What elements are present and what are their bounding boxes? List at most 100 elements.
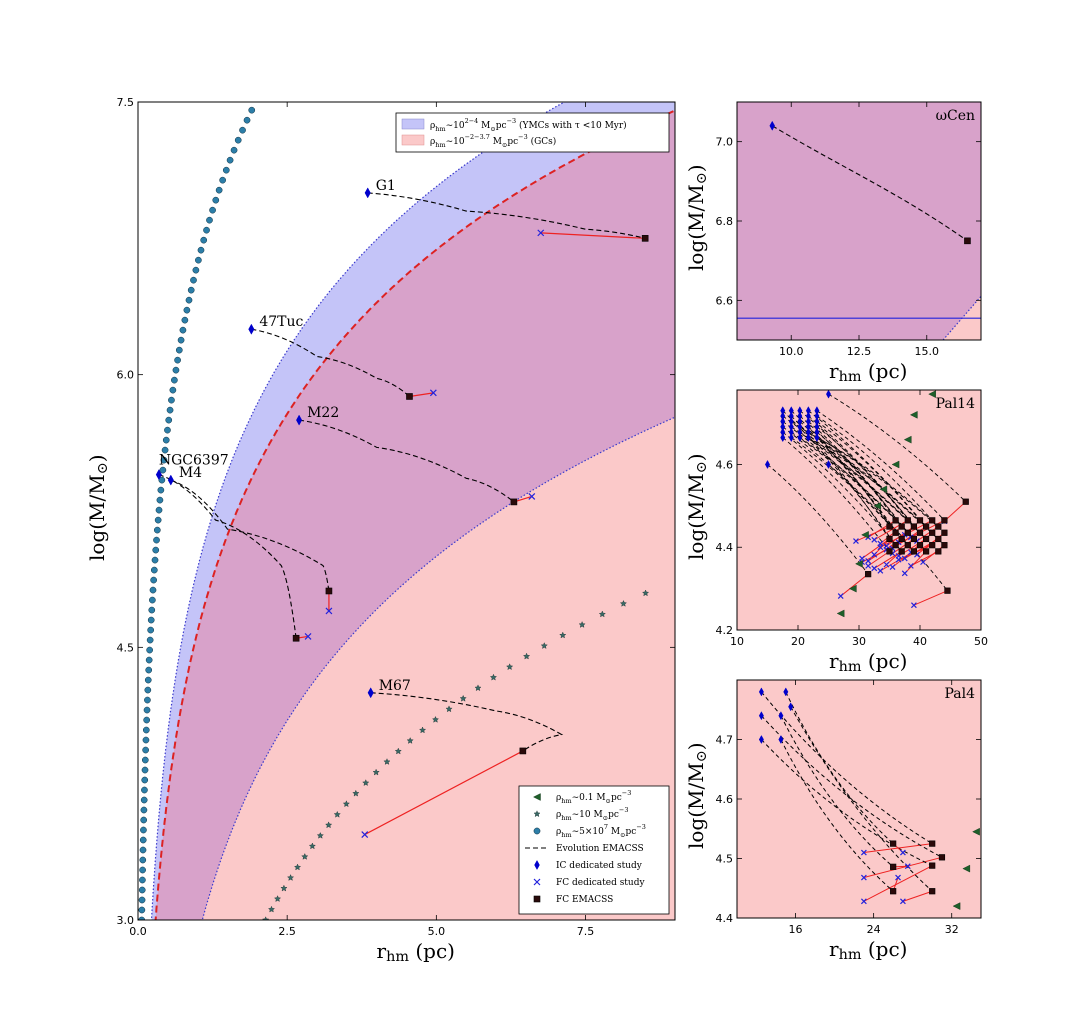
fc-link bbox=[916, 526, 939, 542]
emacss-track bbox=[816, 421, 921, 521]
emacss-marker bbox=[519, 747, 527, 755]
emacss-marker bbox=[898, 535, 905, 543]
ic-marker bbox=[778, 734, 784, 745]
fc-marker bbox=[871, 536, 878, 543]
mid-density-marker bbox=[286, 874, 295, 881]
fc-link bbox=[922, 544, 945, 563]
y-tick-label: 3.0 bbox=[117, 914, 135, 927]
mid-density-marker bbox=[325, 821, 333, 829]
high-density-marker bbox=[159, 466, 167, 474]
low-density-marker bbox=[891, 460, 900, 469]
high-density-marker bbox=[150, 576, 157, 584]
low-density-marker bbox=[972, 827, 980, 836]
mid-density-marker bbox=[641, 589, 650, 597]
mid-density-marker bbox=[362, 779, 370, 786]
y-tick-label: 7.5 bbox=[117, 96, 135, 109]
pal4-plot-area bbox=[737, 680, 981, 918]
emacss-marker bbox=[929, 888, 936, 895]
cluster-g1 bbox=[364, 187, 649, 242]
main-plot-area bbox=[138, 102, 675, 920]
mid-density-marker bbox=[598, 610, 606, 618]
high-density-marker bbox=[160, 456, 168, 464]
emacss-track bbox=[808, 431, 945, 534]
x-tick-label: 7.5 bbox=[577, 925, 595, 938]
y-axis-label: log(M/M⊙) bbox=[684, 742, 710, 849]
ic-marker bbox=[780, 411, 786, 421]
emacss-marker bbox=[916, 542, 924, 549]
legend-label-ymc: ρhm∼102−4 M⊙pc−3 (YMCs with τ <10 Myr) bbox=[430, 117, 627, 133]
high-density-marker bbox=[143, 716, 151, 724]
mid-density-marker bbox=[540, 642, 548, 649]
emacss-track bbox=[808, 410, 927, 527]
mid-density-marker bbox=[418, 726, 427, 734]
emacss-marker bbox=[641, 235, 649, 242]
ic-marker bbox=[814, 422, 820, 432]
emacss-marker bbox=[910, 548, 917, 555]
high-density-marker bbox=[164, 426, 171, 434]
mid-density-marker bbox=[268, 905, 275, 913]
high-density-marker bbox=[156, 496, 164, 504]
emacss-marker bbox=[916, 517, 924, 524]
fc-link bbox=[867, 550, 890, 567]
emacss-marker bbox=[929, 862, 936, 869]
ic-marker bbox=[296, 414, 303, 426]
emacss-marker bbox=[886, 548, 893, 555]
ic-marker bbox=[758, 687, 764, 697]
emacss-track bbox=[771, 125, 968, 242]
high-density-marker bbox=[139, 866, 146, 874]
high-density-marker bbox=[172, 366, 180, 374]
fc-link bbox=[364, 750, 524, 836]
ic-marker bbox=[367, 687, 374, 699]
ic-marker bbox=[248, 323, 255, 335]
x-tick-label: 32 bbox=[945, 923, 959, 936]
gc-boundary-curve bbox=[154, 109, 675, 920]
fc-link bbox=[904, 551, 927, 574]
y-tick-label: 4.6 bbox=[716, 793, 734, 806]
ic-marker bbox=[788, 702, 794, 712]
density-legend: ρhm∼102−4 M⊙pc−3 (YMCs with τ <10 Myr)ρh… bbox=[395, 112, 670, 153]
high-density-marker bbox=[144, 696, 151, 704]
mid-density-marker bbox=[316, 831, 324, 839]
high-density-marker bbox=[157, 486, 165, 494]
high-density-marker bbox=[166, 406, 174, 414]
high-density-marker bbox=[169, 386, 177, 394]
high-density-marker bbox=[158, 476, 166, 484]
emacss-track bbox=[782, 437, 890, 552]
mid-density-marker bbox=[445, 705, 453, 713]
emacss-marker bbox=[941, 517, 948, 524]
emacss-track bbox=[761, 739, 933, 867]
emacss-marker bbox=[890, 863, 897, 870]
ic-marker bbox=[805, 406, 811, 416]
x-tick-label: 10.0 bbox=[779, 345, 804, 358]
mid-density-marker bbox=[333, 810, 341, 818]
high-density-marker bbox=[203, 226, 210, 234]
ic-marker bbox=[797, 427, 803, 437]
high-density-marker bbox=[142, 746, 149, 754]
mid-density-marker bbox=[406, 737, 414, 744]
legend-swatch-gc bbox=[401, 134, 425, 146]
y-tick-label: 7.0 bbox=[716, 136, 734, 149]
emacss-marker bbox=[964, 237, 971, 245]
ic-marker bbox=[805, 427, 811, 437]
high-density-marker bbox=[139, 836, 147, 844]
x-tick-label: 10 bbox=[730, 635, 744, 648]
y-tick-label: 4.6 bbox=[716, 458, 734, 471]
x-tick-label: 15.0 bbox=[915, 345, 940, 358]
ic-marker bbox=[797, 406, 803, 416]
emacss-track bbox=[808, 415, 915, 527]
high-density-marker bbox=[146, 636, 154, 644]
legend-label-gc: ρhm∼10−2−3.7 M⊙pc−3 (GCs) bbox=[430, 133, 556, 149]
cluster-47tuc bbox=[248, 323, 437, 400]
mid-density-marker bbox=[352, 789, 360, 797]
y-axis-label: log(M/M⊙) bbox=[684, 453, 710, 560]
high-density-marker bbox=[195, 256, 202, 264]
high-density-marker bbox=[140, 826, 147, 834]
high-density-marker bbox=[248, 106, 256, 114]
emacss-track bbox=[816, 437, 939, 527]
ic-marker bbox=[780, 427, 786, 437]
emacss-marker bbox=[890, 840, 897, 847]
emacss-track bbox=[785, 691, 894, 844]
cluster-label: M4 bbox=[179, 465, 202, 481]
ic-marker bbox=[788, 411, 794, 421]
